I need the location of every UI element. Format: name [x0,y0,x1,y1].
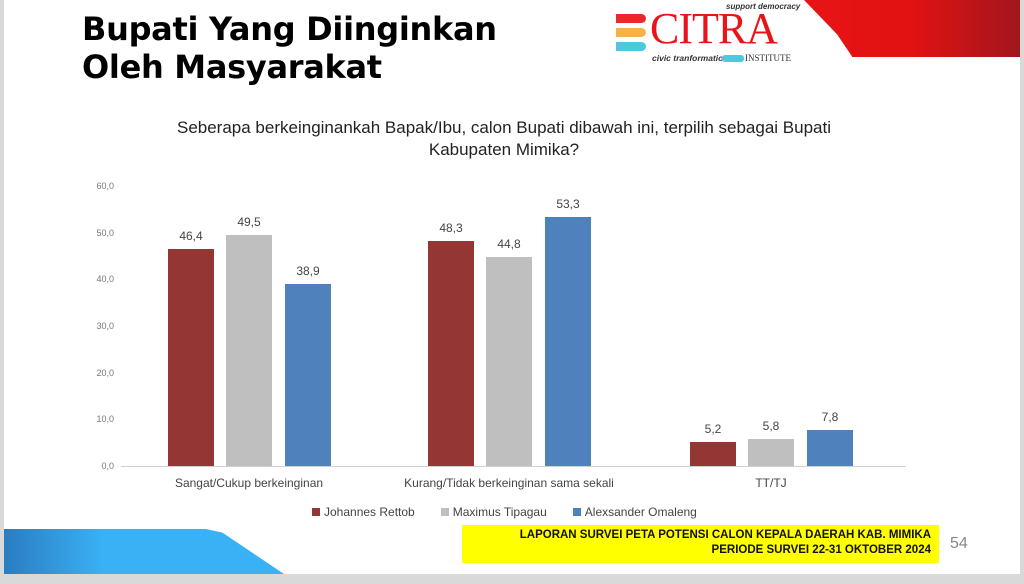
slide: Bupati Yang Diinginkan Oleh Masyarakat s… [4,0,1020,574]
logo-tagline-top: support democracy [726,2,801,11]
category-label: Kurang/Tidak berkeinginan sama sekali [404,476,614,490]
legend-label: Johannes Rettob [324,505,415,519]
bar-value-label: 53,3 [556,197,580,212]
logo-cyan-stripe-icon [616,42,646,51]
footer-line-1: LAPORAN SURVEI PETA POTENSI CALON KEPALA… [519,529,931,541]
bar-value-label: 5,8 [762,418,780,433]
bar [748,438,794,466]
logo-cyan-bar-icon [722,55,744,62]
logo-tagline-bottom: civic tranformation [652,53,729,63]
bar-value-label: 44,8 [497,236,521,251]
survey-question: Seberapa berkeinginankah Bapak/Ibu, calo… [176,118,831,159]
bar [807,429,853,466]
legend-item: Alexsander Omaleng [572,505,697,519]
bar-value-label: 49,5 [237,215,261,229]
legend-item: Johannes Rettob [312,505,415,519]
logo-institute: INSTITUTE [745,53,791,63]
y-tick-label: 30,0 [96,321,114,331]
bar-value-label: 46,4 [179,229,203,244]
logo-wordmark: CITRA [650,4,778,53]
bar-value-label: 48,3 [439,220,463,235]
x-axis-line [121,466,906,467]
bar [486,256,532,466]
page-number: 54 [950,535,968,552]
bar [285,284,331,466]
bar-chart: 0,0 10,0 20,0 30,0 40,0 50,0 60,0 46,4 49,5 38,9 S… [4,0,1020,574]
y-tick-label: 20,0 [96,367,114,378]
y-tick-label: 60,0 [96,181,114,191]
footer-line-2: PERIODE SURVEI 22-31 OKTOBER 2024 [711,544,931,556]
legend-label: Alexsander Omaleng [584,505,697,519]
bar-value-label: 38,9 [296,264,320,279]
chart-legend: Johannes Rettob Maximus Tipagau Alexsander… [312,505,697,519]
category-label: TT/TJ [755,476,787,490]
footer-report-box: LAPORAN SURVEI PETA POTENSI CALON KEPALA… [462,525,939,563]
page-title: Bupati Yang Diinginkan Oleh Masyarakat [82,10,497,86]
legend-swatch-icon [312,508,320,516]
legend-label: Maximus Tipagau [452,505,547,519]
legend-item: Maximus Tipagau [440,505,547,519]
bar-value-label: 5,2 [704,421,722,436]
legend-swatch-icon [440,508,449,516]
bar [545,217,591,466]
category-label: Sangat/Cukup berkeinginan [174,476,324,490]
title-line-1: Bupati Yang Diinginkan [82,10,497,48]
y-tick-label: 10,0 [96,414,114,425]
bar [168,249,214,466]
y-tick-label: 50,0 [96,227,114,238]
y-tick-label: 0,0 [101,461,114,471]
legend-swatch-icon [572,508,581,516]
logo-yellow-stripe-icon [616,28,646,37]
bar [428,240,474,466]
citra-logo: support democracy CITRA civic tranformat… [614,2,814,66]
y-tick-label: 40,0 [96,274,114,285]
bar [226,235,272,466]
logo-red-stripe-icon [616,14,646,23]
bar [690,441,736,466]
title-line-2: Oleh Masyarakat [82,48,382,86]
bar-value-label: 7,8 [821,409,839,424]
